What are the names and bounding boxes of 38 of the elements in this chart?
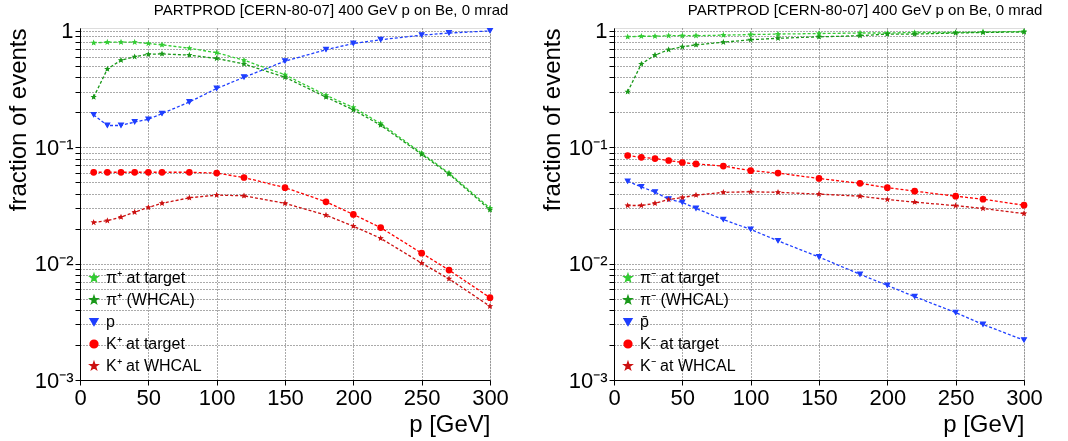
legend-label: π⁻ at target: [640, 269, 720, 286]
chart-title: PARTPROD [CERN-80-07] 400 GeV p on Be, 0 mrad: [153, 0, 509, 18]
legend-label: K⁻ at target: [640, 335, 720, 352]
x-tick-label: 150: [801, 384, 838, 410]
x-axis-title: p [GeV]: [943, 409, 1025, 437]
legend-label: π⁻ (WHCAL): [640, 291, 729, 308]
y-tick-label: 1: [61, 18, 74, 44]
y-tick-label: 10⁻²: [34, 251, 74, 277]
legend-label: π⁺ (WHCAL): [106, 291, 195, 308]
y-axis-title: fraction of events: [537, 28, 565, 212]
y-axis-title: fraction of events: [3, 28, 31, 212]
legend-label: p: [106, 313, 115, 330]
legend-label: K⁻ at WHCAL: [640, 357, 736, 374]
chart-title: PARTPROD [CERN-80-07] 400 GeV p on Be, 0 mrad: [687, 0, 1043, 18]
x-tick-label: 300: [472, 384, 509, 410]
y-tick-label: 10⁻³: [34, 367, 74, 393]
x-tick-label: 250: [937, 384, 975, 410]
y-tick-label: 10⁻²: [568, 251, 608, 277]
x-axis-title: p [GeV]: [409, 409, 491, 437]
legend-label: p̄: [640, 313, 649, 330]
y-tick-label: 10⁻¹: [34, 134, 74, 160]
x-tick-label: 200: [335, 384, 373, 410]
x-tick-label: 300: [1006, 384, 1043, 410]
y-tick-label: 10⁻¹: [568, 134, 608, 160]
x-tick-label: 100: [732, 384, 770, 410]
y-tick-label: 10⁻³: [568, 367, 608, 393]
x-tick-label: 0: [608, 384, 621, 410]
x-tick-label: 250: [403, 384, 441, 410]
legend-label: π⁺ at target: [106, 269, 186, 286]
x-tick-label: 0: [74, 384, 87, 410]
y-tick-label: 1: [595, 18, 608, 44]
x-tick-label: 100: [198, 384, 236, 410]
legend-label: K⁺ at target: [106, 335, 186, 352]
legend-label: K⁺ at WHCAL: [106, 357, 202, 374]
x-tick-label: 50: [670, 384, 696, 410]
x-tick-label: 150: [267, 384, 304, 410]
x-tick-label: 50: [136, 384, 162, 410]
x-tick-label: 200: [869, 384, 907, 410]
